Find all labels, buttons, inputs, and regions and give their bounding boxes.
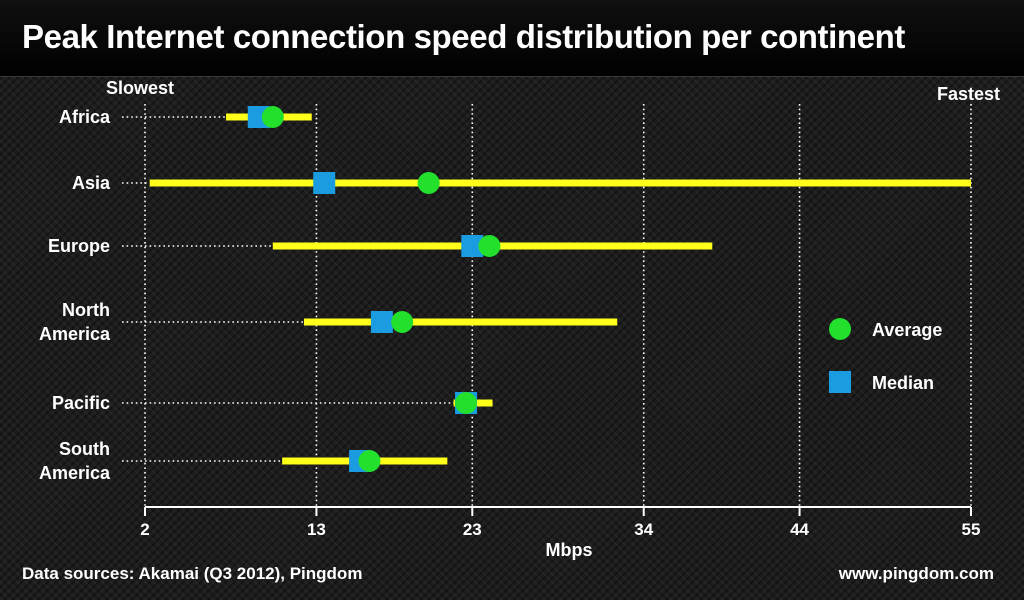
legend-average-label: Average (872, 320, 942, 340)
website-link[interactable]: www.pingdom.com (838, 564, 994, 583)
x-axis-label: Mbps (546, 540, 593, 560)
category-label: Pacific (52, 393, 110, 413)
median-marker (461, 235, 484, 257)
average-marker (261, 106, 284, 128)
x-tick-label: 13 (307, 520, 326, 539)
slowest-label: Slowest (106, 78, 174, 98)
category-label: Africa (59, 107, 111, 127)
data-source: Data sources: Akamai (Q3 2012), Pingdom (22, 564, 363, 583)
average-marker (478, 235, 501, 257)
legend-average-icon (829, 318, 851, 340)
x-tick-label: 44 (790, 520, 809, 539)
average-marker (358, 450, 381, 472)
fastest-label: Fastest (937, 84, 1000, 104)
x-tick-label: 23 (463, 520, 482, 539)
category-label: North (62, 300, 110, 320)
category-label: America (39, 463, 111, 483)
average-marker (391, 311, 414, 333)
median-marker (370, 311, 393, 333)
category-label: Europe (48, 236, 110, 256)
title-bar: Peak Internet connection speed distribut… (0, 0, 1024, 77)
category-label: South (59, 439, 110, 459)
average-marker (455, 392, 478, 414)
x-tick-label: 34 (634, 520, 653, 539)
category-label: America (39, 324, 111, 344)
category-label: Asia (72, 173, 111, 193)
chart-title: Peak Internet connection speed distribut… (22, 18, 905, 55)
x-tick-label: 2 (140, 520, 149, 539)
median-marker (313, 172, 336, 194)
legend-median-icon (829, 371, 851, 393)
average-marker (417, 172, 440, 194)
x-tick-label: 55 (962, 520, 981, 539)
legend-median-label: Median (872, 373, 934, 393)
